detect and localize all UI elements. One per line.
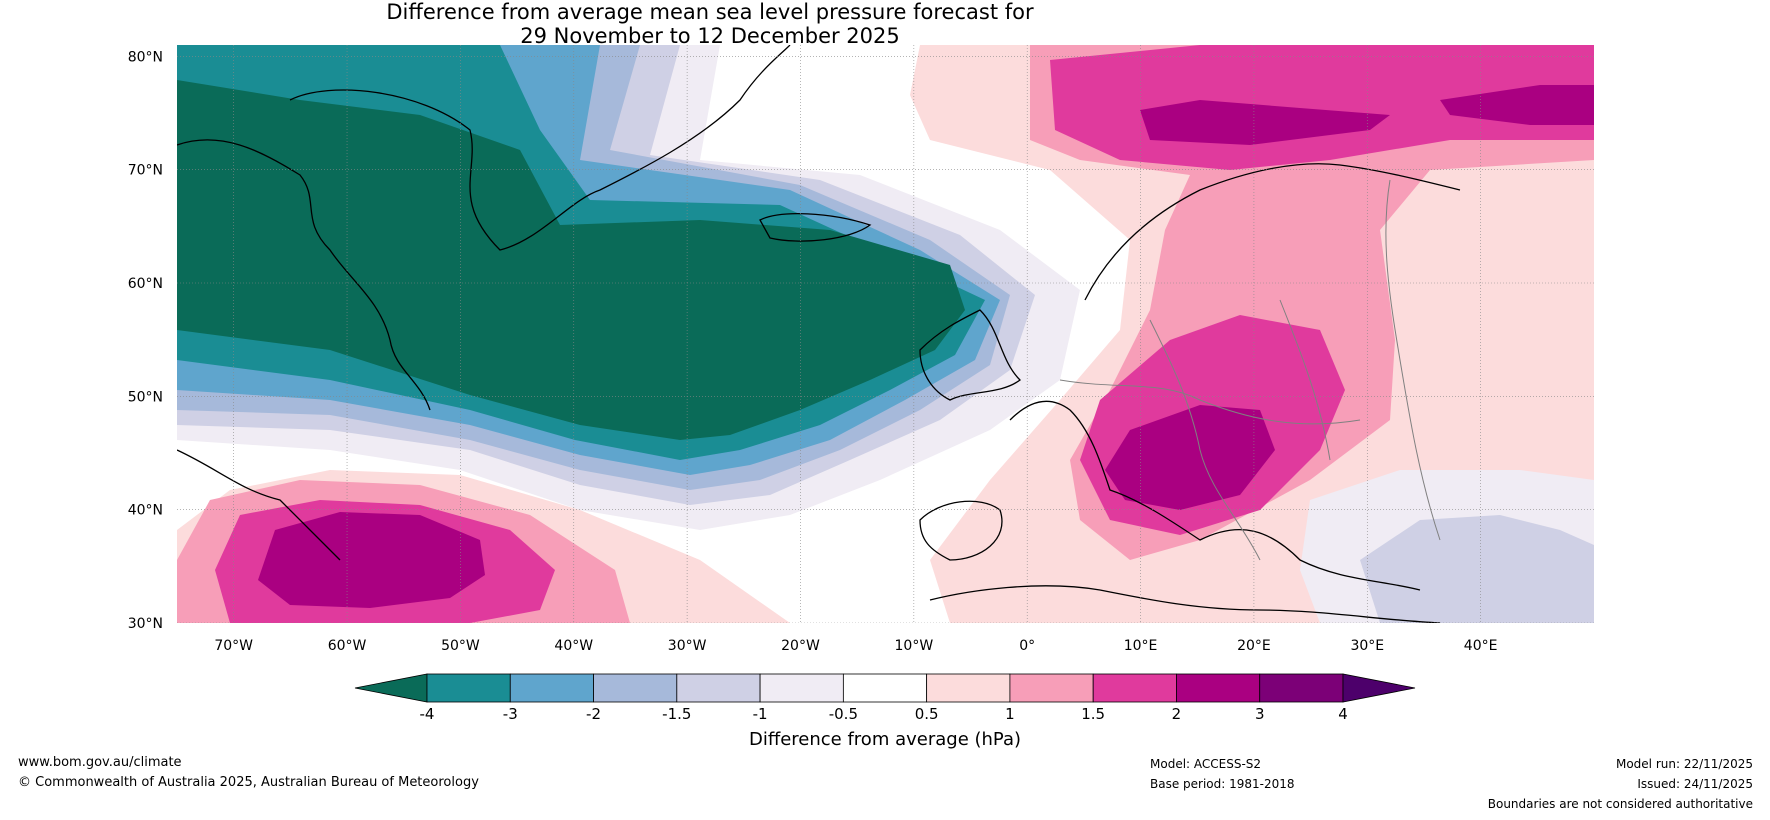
footer-disclaimer: Boundaries are not considered authoritat…: [1487, 797, 1753, 811]
footer-issued: Issued: 24/11/2025: [1637, 777, 1753, 791]
coastline-greenland: [289, 45, 791, 251]
colorbar-extend-low: [354, 673, 428, 703]
colorbar-tick-label: 2: [1172, 705, 1182, 723]
border-4: [1385, 179, 1441, 541]
footer-model-run: Model run: 22/11/2025: [1615, 757, 1753, 771]
colorbar-tick-label: 1: [1005, 705, 1015, 723]
colorbar-tick-label: 1.5: [1081, 705, 1105, 723]
low-anomaly-atlantic: [177, 45, 1080, 530]
anomaly-field: [177, 45, 1594, 623]
longitude-label: 10°W: [895, 638, 934, 654]
border-1: [1059, 379, 1361, 425]
graticule: [177, 45, 1594, 623]
colorbar-swatch: [509, 673, 594, 703]
coastline-iberia: [919, 500, 1003, 561]
colorbar-label: Difference from average (hPa): [749, 729, 1021, 750]
footer-website: www.bom.gov.au/climate: [18, 755, 182, 770]
latitude-label: 70°N: [128, 163, 163, 179]
coastline-britain-ireland: [919, 309, 1021, 401]
latitude-label: 40°N: [128, 503, 163, 519]
longitude-label: 30°E: [1350, 638, 1384, 654]
footer-model: Model: ACCESS-S2: [1150, 757, 1262, 771]
chart-title: Difference from average mean sea level p…: [0, 0, 1420, 48]
coastline-north-america: [177, 449, 341, 561]
colorbar-swatch: [676, 673, 761, 703]
high-anomaly-subtropical: [177, 470, 790, 623]
title-line-1: Difference from average mean sea level p…: [386, 0, 1034, 24]
colorbar-tick-label: 4: [1338, 705, 1348, 723]
colorbar-extend-high: [1342, 673, 1416, 703]
latitude-label: 80°N: [128, 49, 163, 65]
colorbar-tick-label: 0.5: [915, 705, 939, 723]
colorbar-swatch: [1176, 673, 1261, 703]
footer-copyright: © Commonwealth of Australia 2025, Austra…: [18, 775, 479, 790]
longitude-label: 40°W: [554, 638, 593, 654]
coastlines: [177, 45, 1461, 623]
title-line-2: 29 November to 12 December 2025: [520, 24, 900, 48]
colorbar-tick-label: -3: [503, 705, 518, 723]
coastline-north-africa: [929, 585, 1441, 623]
border-2: [1149, 319, 1261, 561]
footer-base-period: Base period: 1981-2018: [1150, 777, 1295, 791]
colorbar: -4 -3 -2 -1.5 -1 -0.5 0.5 1 1.5 2 3 4: [354, 673, 1416, 723]
colorbar-tick-label: 3: [1255, 705, 1265, 723]
coastline-europe-south: [1009, 400, 1421, 591]
colorbar-tick-label: -0.5: [829, 705, 858, 723]
longitude-label: 40°E: [1464, 638, 1498, 654]
coastline-scandinavia: [1084, 163, 1461, 301]
colorbar-tick-label: -2: [586, 705, 601, 723]
colorbar-swatch: [593, 673, 678, 703]
latitude-label: 30°N: [128, 616, 163, 632]
coastline-iceland: [759, 213, 872, 242]
longitude-label: 60°W: [328, 638, 367, 654]
latitude-labels: 80°N 70°N 60°N 50°N 40°N 30°N: [128, 49, 163, 632]
colorbar-swatch: [1259, 673, 1344, 703]
border-3: [1279, 299, 1331, 461]
colorbar-tick-label: -4: [420, 705, 435, 723]
colorbar-swatch: [426, 673, 511, 703]
latitude-label: 60°N: [128, 276, 163, 292]
low-anomaly-mediterranean: [1300, 470, 1594, 623]
footer-run-info: Model run: 22/11/2025 Issued: 24/11/2025…: [1488, 754, 1753, 814]
longitude-label: 20°W: [781, 638, 820, 654]
colorbar-swatch: [842, 673, 928, 703]
longitude-label: 30°W: [668, 638, 707, 654]
longitude-label: 20°E: [1237, 638, 1271, 654]
longitude-label: 0°: [1019, 638, 1035, 654]
footer-model-info: Model: ACCESS-S2 Base period: 1981-2018: [1150, 754, 1295, 794]
longitude-label: 70°W: [214, 638, 253, 654]
colorbar-swatch: [926, 673, 1011, 703]
country-borders: [1059, 179, 1441, 561]
colorbar-tick-label: -1.5: [662, 705, 691, 723]
coastline-labrador: [177, 139, 431, 411]
colorbar-swatch: [759, 673, 844, 703]
colorbar-swatch: [1092, 673, 1177, 703]
footer-left: www.bom.gov.au/climate © Commonwealth of…: [18, 753, 479, 793]
latitude-label: 50°N: [128, 389, 163, 405]
colorbar-swatch: [1009, 673, 1094, 703]
longitude-label: 10°E: [1124, 638, 1158, 654]
longitude-label: 50°W: [441, 638, 480, 654]
longitude-labels: 70°W 60°W 50°W 40°W 30°W 20°W 10°W 0° 10°E 20°E 30…: [214, 638, 1497, 654]
colorbar-tick-label: -1: [753, 705, 768, 723]
